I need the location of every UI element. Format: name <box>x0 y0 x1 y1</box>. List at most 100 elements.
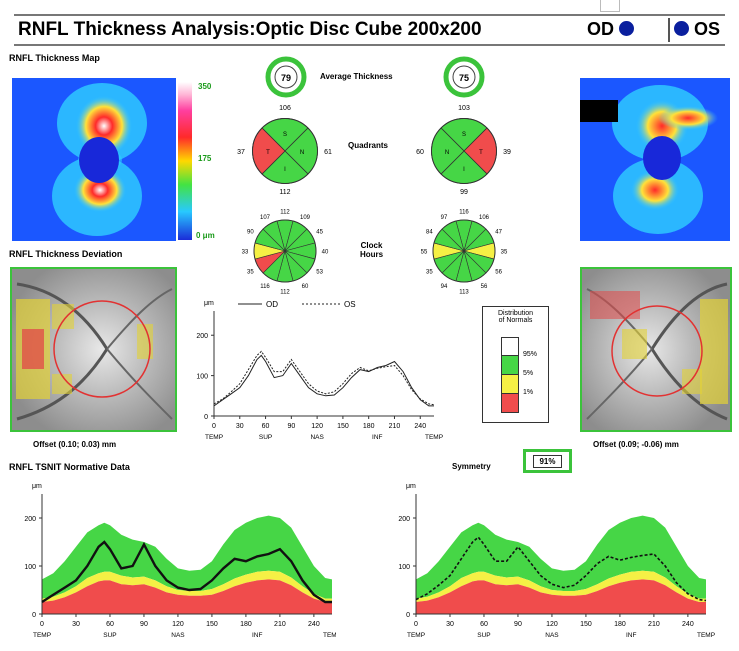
od-average-value: 79 <box>281 73 291 83</box>
x-tick-label: 180 <box>363 423 375 430</box>
x-tick-label: 150 <box>337 423 349 430</box>
symmetry-label: Symmetry <box>452 462 491 471</box>
clock-hour-value: 33 <box>242 250 249 256</box>
clock-hour-value: 112 <box>280 290 290 296</box>
x-tick-label: 120 <box>311 423 323 430</box>
os-quadrants: 103 60 39 99 S N I T <box>416 105 511 196</box>
x-region-label: TEMP <box>407 632 425 639</box>
x-tick-label: 120 <box>172 621 184 628</box>
symmetry-box: 91% <box>523 449 572 473</box>
legend-os-label: OS <box>344 300 356 309</box>
y-axis-label: μm <box>406 483 416 490</box>
x-tick-label: 180 <box>614 621 626 628</box>
legend-swatch <box>501 394 519 413</box>
clock-hour-value: 109 <box>300 215 311 221</box>
x-region-label: INF <box>252 632 263 639</box>
corner-tab <box>600 0 620 12</box>
od-quadrants: 106 37 61 112 S N I T <box>237 105 332 196</box>
od-quad-left: 37 <box>237 149 245 156</box>
os-indicator: OS <box>674 19 720 40</box>
y-axis-label: μm <box>204 300 214 307</box>
svg-text:N: N <box>300 150 304 156</box>
colorbar-top-label: 350 <box>198 82 212 91</box>
outside-band <box>42 579 332 614</box>
y-tick-label: 100 <box>196 374 208 381</box>
x-tick-label: 240 <box>414 423 426 430</box>
legend-item: 1% <box>501 375 546 396</box>
od-label: OD <box>587 19 614 39</box>
legend-items: 95% 5% 1% <box>501 337 546 413</box>
x-region-label: TEMP <box>697 632 715 639</box>
section-thickness-deviation: RNFL Thickness Deviation <box>9 249 123 259</box>
series-od-line <box>41 540 332 604</box>
x-region-label: TEMP <box>323 632 336 639</box>
od-thickness-map <box>12 78 176 241</box>
svg-text:T: T <box>266 150 270 156</box>
x-tick-label: 240 <box>308 621 320 628</box>
clock-hour-value: 97 <box>441 215 448 221</box>
legend-od-label: OD <box>266 300 278 309</box>
y-tick-label: 200 <box>398 516 410 523</box>
y-tick-label: 100 <box>398 564 410 571</box>
x-tick-label: 210 <box>389 423 401 430</box>
x-tick-label: 120 <box>546 621 558 628</box>
x-tick-label: 30 <box>446 621 454 628</box>
series-os-line <box>213 350 435 406</box>
od-clock-hours: 112 109 45 40 53 60 112 116 35 33 90 107 <box>242 210 329 296</box>
x-region-label: SUP <box>103 632 116 639</box>
clock-hour-value: 116 <box>260 284 270 290</box>
os-label: OS <box>694 19 721 39</box>
x-tick-label: 30 <box>72 621 80 628</box>
legend-label: 5% <box>523 370 534 377</box>
clock-hour-value: 84 <box>426 230 433 236</box>
x-tick-label: 60 <box>106 621 114 628</box>
colorbar-mid-label: 175 <box>198 154 212 163</box>
x-region-label: SUP <box>477 632 490 639</box>
clock-hour-value: 35 <box>501 250 508 256</box>
clock-hour-value: 47 <box>495 230 502 236</box>
x-tick-label: 60 <box>262 423 270 430</box>
legend-label: 1% <box>523 389 534 396</box>
y-tick-label: 0 <box>204 414 208 421</box>
os-quad-top: 103 <box>458 105 470 112</box>
thickness-colorbar <box>178 82 192 240</box>
os-thickness-map <box>580 78 730 241</box>
y-tick-label: 0 <box>32 612 36 619</box>
x-tick-label: 210 <box>274 621 286 628</box>
od-normative-chart: 0 30 60 90 120 150 180 210 240 0 100 200 TEMP SUP NAS I… <box>24 483 336 639</box>
average-thickness-label: Average Thickness <box>320 72 393 81</box>
y-tick-label: 0 <box>406 612 410 619</box>
clock-hour-value: 56 <box>495 270 502 276</box>
os-dot-icon <box>674 21 689 36</box>
clock-hour-value: 116 <box>459 210 469 216</box>
os-clock-hours: 116 106 47 35 56 56 113 94 35 55 84 97 <box>421 210 508 296</box>
clock-hour-value: 35 <box>426 270 433 276</box>
clock-hour-value: 40 <box>322 250 329 256</box>
clock-label-line1: Clock <box>360 241 383 250</box>
svg-text:I: I <box>463 167 465 173</box>
x-tick-label: 90 <box>287 423 295 430</box>
legend-label: 95% <box>523 351 538 358</box>
eye-separator <box>668 18 670 42</box>
os-offset: Offset (0.09; -0.06) mm <box>593 440 679 449</box>
x-region-label: NAS <box>310 434 324 441</box>
series-os-line <box>415 536 707 602</box>
x-tick-label: 90 <box>514 621 522 628</box>
colorbar-bottom-label: 0 μm <box>196 231 215 240</box>
x-region-label: INF <box>372 434 383 441</box>
os-average-value: 75 <box>459 73 469 83</box>
x-region-label: NAS <box>171 632 185 639</box>
x-tick-label: 150 <box>206 621 218 628</box>
svg-text:N: N <box>445 150 449 156</box>
clock-outline <box>432 219 496 283</box>
x-tick-label: 0 <box>212 423 216 430</box>
od-quad-top: 106 <box>279 105 291 112</box>
svg-text:S: S <box>283 132 287 138</box>
x-tick-label: 0 <box>40 621 44 628</box>
series-od-line <box>213 354 434 407</box>
clock-outline <box>253 219 317 283</box>
normal-band <box>416 515 706 599</box>
clock-hour-value: 107 <box>260 215 271 221</box>
svg-text:S: S <box>462 132 466 138</box>
od-quad-bottom: 112 <box>279 189 290 196</box>
